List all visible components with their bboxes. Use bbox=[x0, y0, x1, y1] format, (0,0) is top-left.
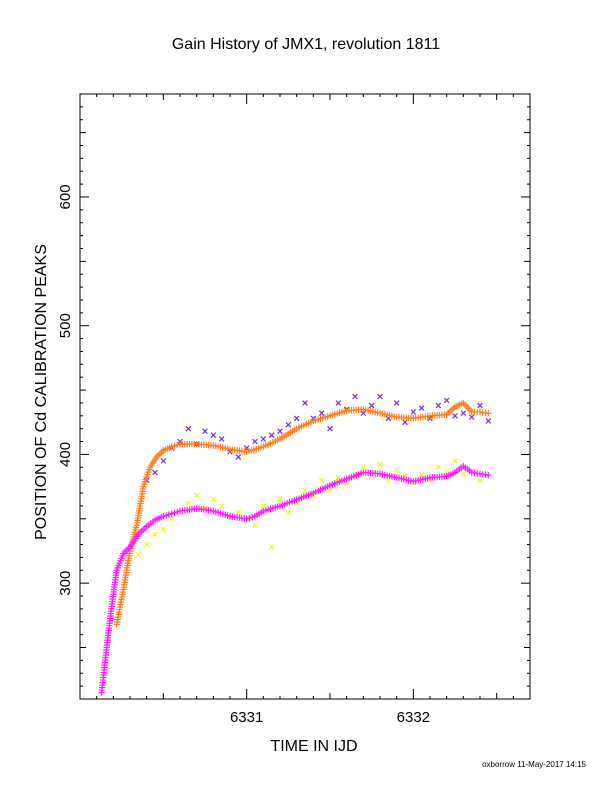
data-point bbox=[327, 425, 333, 432]
data-point bbox=[485, 410, 492, 417]
data-point bbox=[460, 410, 467, 417]
data-series-2 bbox=[113, 399, 492, 628]
data-point bbox=[285, 421, 292, 428]
data-point bbox=[243, 515, 250, 522]
data-point bbox=[260, 436, 267, 442]
data-series-4 bbox=[98, 462, 492, 696]
data-point bbox=[160, 526, 167, 532]
y-tick-label: 400 bbox=[57, 442, 74, 467]
data-point bbox=[152, 531, 158, 538]
data-point bbox=[443, 397, 450, 404]
data-point bbox=[452, 412, 458, 419]
data-point bbox=[485, 471, 492, 479]
data-point bbox=[452, 458, 458, 464]
data-point bbox=[435, 464, 442, 471]
data-point bbox=[174, 441, 181, 449]
data-point bbox=[168, 515, 175, 522]
data-point bbox=[246, 514, 253, 522]
y-tick-label: 600 bbox=[57, 184, 74, 209]
data-point bbox=[252, 522, 258, 529]
data-point bbox=[335, 400, 342, 406]
data-point bbox=[368, 402, 375, 409]
y-axis-label: POSITION OF Cd CALIBRATION PEAKS bbox=[33, 244, 50, 540]
data-point bbox=[302, 400, 308, 406]
data-point bbox=[285, 509, 292, 516]
data-point bbox=[293, 415, 300, 422]
x-axis-label: TIME IN IJD bbox=[270, 738, 358, 755]
data-point bbox=[162, 512, 170, 519]
data-point bbox=[193, 492, 200, 499]
data-point bbox=[418, 405, 425, 411]
data-point bbox=[268, 432, 275, 438]
data-point bbox=[277, 428, 283, 435]
data-point bbox=[268, 544, 275, 550]
chart-title: Gain History of JMX1, revolution 1811 bbox=[171, 36, 441, 53]
data-point bbox=[160, 458, 167, 464]
data-point bbox=[252, 438, 258, 445]
data-point bbox=[210, 432, 217, 438]
data-point bbox=[165, 511, 173, 518]
x-tick-label: 6331 bbox=[230, 709, 263, 726]
data-point bbox=[393, 400, 400, 406]
plot-frame bbox=[79, 93, 531, 700]
data-point bbox=[360, 464, 367, 471]
data-point bbox=[393, 467, 400, 473]
data-point bbox=[302, 487, 308, 494]
data-point bbox=[235, 454, 242, 460]
data-point bbox=[260, 503, 267, 509]
data-series-3 bbox=[135, 458, 483, 558]
data-point bbox=[168, 443, 175, 450]
data-point bbox=[477, 477, 483, 483]
data-point bbox=[485, 418, 492, 424]
data-point bbox=[218, 436, 225, 442]
data-point bbox=[435, 402, 442, 409]
data-series-1 bbox=[143, 393, 492, 483]
data-point bbox=[202, 428, 208, 435]
data-point bbox=[160, 513, 167, 520]
x-tick-label: 6332 bbox=[397, 709, 430, 726]
data-point bbox=[135, 552, 142, 558]
data-point bbox=[210, 496, 217, 503]
axis-tick-labels: 300 400 500 600 6331 6332 bbox=[57, 184, 430, 726]
data-point bbox=[235, 509, 242, 516]
data-point bbox=[377, 393, 383, 400]
y-tick-label: 500 bbox=[57, 313, 74, 338]
footer-credit: oxborrow 11-May-2017 14:15 bbox=[482, 760, 586, 769]
data-point bbox=[218, 503, 225, 509]
data-point bbox=[377, 461, 383, 468]
data-point bbox=[327, 487, 333, 494]
data-point bbox=[185, 500, 192, 507]
data-point bbox=[477, 402, 483, 409]
data-point bbox=[185, 425, 192, 432]
data-point bbox=[243, 445, 250, 451]
data-point bbox=[468, 414, 475, 420]
data-point bbox=[174, 508, 181, 516]
data-point bbox=[277, 496, 283, 503]
data-point bbox=[171, 442, 178, 450]
data-point bbox=[318, 477, 325, 483]
data-point bbox=[410, 409, 417, 415]
data-point bbox=[352, 393, 358, 400]
data-marks bbox=[98, 393, 492, 696]
data-point bbox=[171, 509, 178, 516]
data-point bbox=[249, 513, 256, 521]
data-point bbox=[143, 541, 150, 548]
axis-ticks bbox=[79, 93, 531, 700]
y-tick-label: 300 bbox=[57, 571, 74, 596]
data-point bbox=[168, 510, 175, 517]
data-point bbox=[152, 469, 158, 476]
data-point bbox=[360, 410, 367, 417]
data-point bbox=[460, 470, 467, 477]
